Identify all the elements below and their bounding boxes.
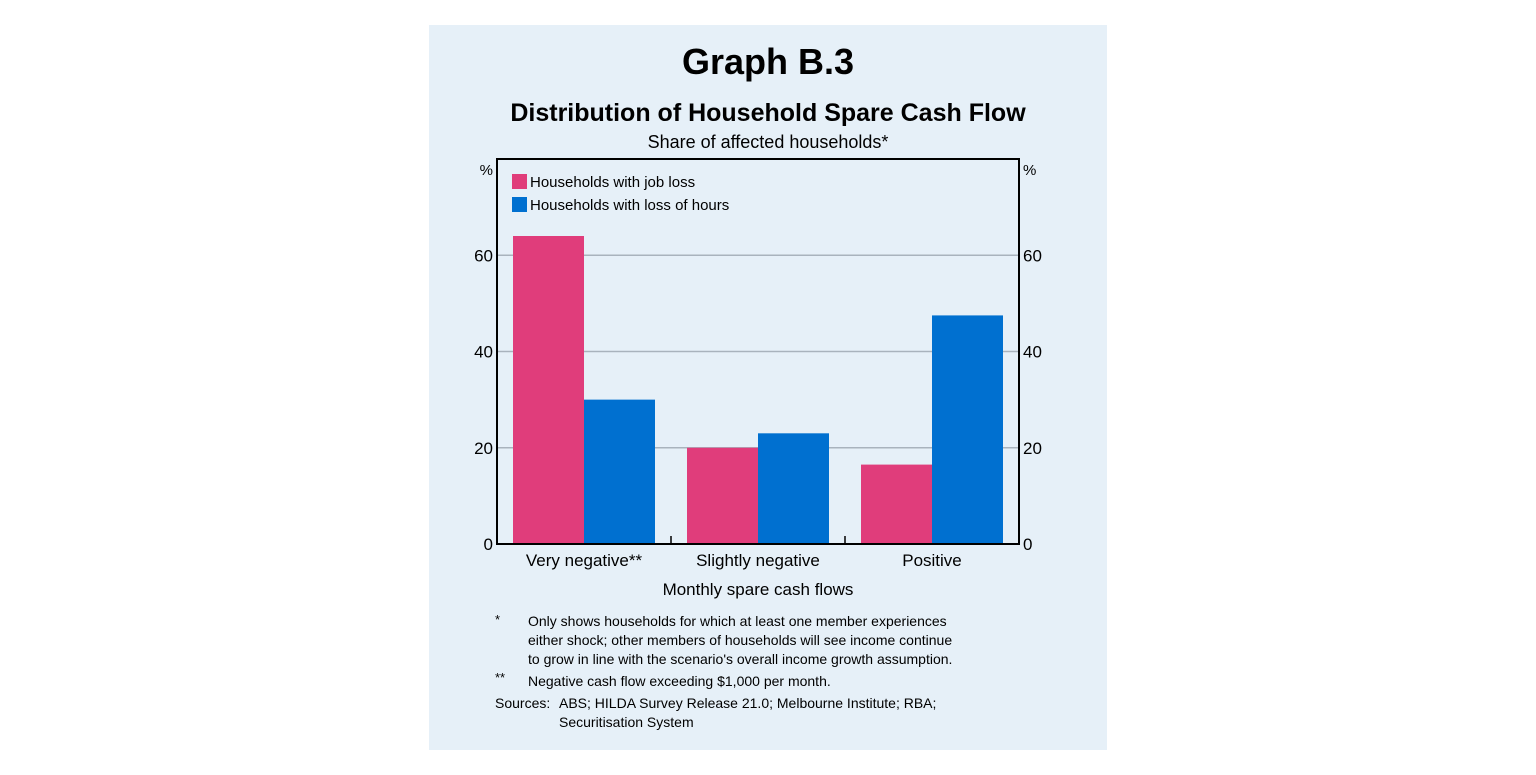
legend-swatch-0 — [512, 174, 527, 189]
footnote-text-2: Negative cash flow exceeding $1,000 per … — [528, 673, 831, 689]
y-unit-right: % — [1023, 162, 1036, 179]
sources-label: Sources: — [495, 695, 551, 711]
y-tick-right-20: 20 — [1023, 439, 1042, 458]
sources-line-1: ABS; HILDA Survey Release 21.0; Melbourn… — [559, 695, 937, 711]
x-tick-0: Very negative** — [526, 551, 643, 570]
y-tick-right-40: 40 — [1023, 343, 1042, 362]
y-tick-left-60: 60 — [474, 246, 493, 265]
bar-job-loss-0 — [513, 236, 584, 544]
bar-job-loss-2 — [861, 464, 932, 544]
plot-frame — [496, 158, 1020, 545]
y-tick-left-0: 0 — [484, 535, 493, 554]
footnote-1-line-2: either shock; other members of household… — [528, 632, 953, 648]
x-tick-2: Positive — [902, 551, 962, 570]
y-tick-left-40: 40 — [474, 343, 493, 362]
y-unit-left: % — [480, 162, 493, 179]
chart-subtitle: Share of affected households* — [647, 132, 889, 152]
x-axis-label: Monthly spare cash flows — [663, 580, 854, 599]
footnote-1-line-3: to grow in line with the scenario's over… — [528, 651, 953, 667]
bar-job-loss-1 — [687, 447, 758, 544]
y-tick-right-60: 60 — [1023, 246, 1042, 265]
chart-title: Distribution of Household Spare Cash Flo… — [510, 99, 1026, 127]
y-tick-left-20: 20 — [474, 439, 493, 458]
graph-number: Graph B.3 — [681, 41, 855, 82]
chart-panel: Graph B.3 Distribution of Household Spar… — [429, 25, 1107, 750]
bar-loss-of-hours-1 — [758, 433, 829, 544]
footnote-mark-1: * — [495, 612, 501, 627]
footnote-text-1: Only shows households for which at least… — [528, 612, 952, 669]
legend-label-1: Households with loss of hours — [530, 197, 729, 214]
sources-line-2: Securitisation System — [559, 714, 694, 730]
legend-label-0: Households with job loss — [530, 174, 695, 191]
bar-loss-of-hours-0 — [584, 399, 655, 544]
legend-swatch-1 — [512, 197, 527, 212]
bar-chart: 0 0 20 20 40 40 60 60% % Very negative** Slightly … — [474, 158, 1042, 599]
bar-loss-of-hours-2 — [932, 315, 1003, 544]
x-tick-1: Slightly negative — [696, 551, 820, 570]
y-tick-right-0: 0 — [1023, 535, 1032, 554]
footnote-1-line-1: Only shows households for which at least… — [528, 613, 947, 629]
sources-text: ABS; HILDA Survey Release 21.0; Melbourn… — [559, 694, 936, 732]
footnote-mark-2: ** — [495, 670, 506, 685]
